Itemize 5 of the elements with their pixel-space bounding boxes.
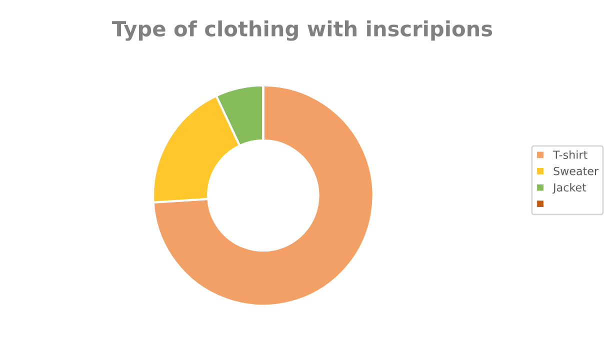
donut-slice — [152, 84, 374, 307]
legend-label: Jacket — [552, 182, 586, 194]
legend-label: T-shirt — [552, 150, 588, 159]
legend-label: Sweater — [554, 166, 599, 176]
chart-title: Type of clothing with inscripions — [112, 20, 492, 41]
